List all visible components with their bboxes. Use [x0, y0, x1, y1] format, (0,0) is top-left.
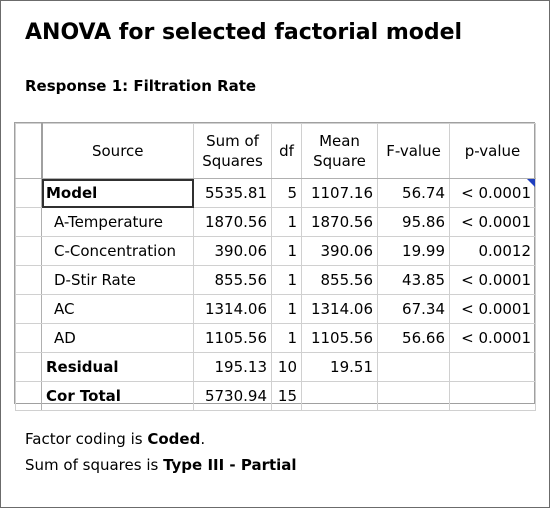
df-cell[interactable]: 15	[271, 381, 302, 411]
f-cell[interactable]: 43.85	[377, 265, 450, 295]
anova-grid: Source Sum of Squares df Mean Square F-val…	[14, 122, 536, 411]
source-cell[interactable]: AC	[41, 294, 194, 324]
source-cell[interactable]: Cor Total	[41, 381, 194, 411]
source-cell[interactable]: D-Stir Rate	[41, 265, 194, 295]
ss-cell[interactable]: 855.56	[193, 265, 272, 295]
df-cell[interactable]: 1	[271, 207, 302, 237]
table-row: C-Concentration 390.06 1 390.06 19.99 0.…	[15, 236, 536, 266]
table-row: D-Stir Rate 855.56 1 855.56 43.85 < 0.00…	[15, 265, 536, 295]
f-cell[interactable]: 56.66	[377, 323, 450, 353]
row-header[interactable]	[15, 178, 42, 208]
ss-type-prefix: Sum of squares is	[25, 456, 164, 474]
ms-cell[interactable]: 1314.06	[301, 294, 378, 324]
p-cell[interactable]: < 0.0001	[449, 207, 536, 237]
f-cell[interactable]: 67.34	[377, 294, 450, 324]
factor-coding-note: Factor coding is Coded.	[25, 430, 205, 448]
row-header[interactable]	[15, 207, 42, 237]
row-header[interactable]	[15, 323, 42, 353]
p-value-text: < 0.0001	[461, 184, 531, 202]
p-cell[interactable]: < 0.0001	[449, 323, 536, 353]
ms-cell[interactable]: 855.56	[301, 265, 378, 295]
anova-table: Source Sum of Squares df Mean Square F-val…	[15, 123, 536, 411]
df-cell[interactable]: 5	[271, 178, 302, 208]
page-title: ANOVA for selected factorial model	[25, 20, 463, 45]
coding-value: Coded	[147, 430, 201, 448]
ss-cell[interactable]: 5730.94	[193, 381, 272, 411]
corner-marker-icon	[527, 179, 535, 187]
row-header-corner[interactable]	[15, 123, 43, 179]
table-row-cor-total: Cor Total 5730.94 15	[15, 381, 536, 411]
row-header[interactable]	[15, 294, 42, 324]
coding-suffix: .	[200, 430, 206, 448]
table-row-model: Model 5535.81 5 1107.16 56.74 < 0.0001	[15, 178, 536, 208]
ms-cell[interactable]: 19.51	[301, 352, 378, 382]
p-cell[interactable]: < 0.0001	[449, 265, 536, 295]
table-row-residual: Residual 195.13 10 19.51	[15, 352, 536, 382]
p-cell[interactable]: < 0.0001	[449, 294, 536, 324]
coding-prefix: Factor coding is	[25, 430, 148, 448]
ms-cell[interactable]: 390.06	[301, 236, 378, 266]
source-cell[interactable]: C-Concentration	[41, 236, 194, 266]
col-header-df[interactable]: df	[271, 123, 302, 179]
table-row: AC 1314.06 1 1314.06 67.34 < 0.0001	[15, 294, 536, 324]
df-cell[interactable]: 1	[271, 236, 302, 266]
source-cell[interactable]: A-Temperature	[41, 207, 194, 237]
source-cell-selected[interactable]: Model	[41, 178, 194, 208]
ms-cell[interactable]: 1105.56	[301, 323, 378, 353]
f-cell[interactable]: 19.99	[377, 236, 450, 266]
col-header-source[interactable]: Source	[41, 123, 194, 179]
sum-of-squares-note: Sum of squares is Type III - Partial	[25, 456, 297, 474]
source-cell[interactable]: Residual	[41, 352, 194, 382]
p-cell[interactable]	[449, 381, 536, 411]
ss-cell[interactable]: 5535.81	[193, 178, 272, 208]
table-row: AD 1105.56 1 1105.56 56.66 < 0.0001	[15, 323, 536, 353]
col-header-mean-square[interactable]: Mean Square	[301, 123, 378, 179]
ms-cell[interactable]: 1107.16	[301, 178, 378, 208]
row-header[interactable]	[15, 352, 42, 382]
p-cell[interactable]: 0.0012	[449, 236, 536, 266]
df-cell[interactable]: 1	[271, 265, 302, 295]
table-row: A-Temperature 1870.56 1 1870.56 95.86 < …	[15, 207, 536, 237]
row-header[interactable]	[15, 236, 42, 266]
f-cell[interactable]	[377, 352, 450, 382]
col-header-sum-of-squares[interactable]: Sum of Squares	[193, 123, 272, 179]
df-cell[interactable]: 10	[271, 352, 302, 382]
ms-header-line2: Square	[313, 152, 366, 170]
ms-header-line1: Mean	[319, 132, 360, 150]
ss-cell[interactable]: 1314.06	[193, 294, 272, 324]
f-cell[interactable]: 56.74	[377, 178, 450, 208]
col-header-p-value[interactable]: p-value	[449, 123, 536, 179]
header-row: Source Sum of Squares df Mean Square F-val…	[15, 123, 536, 179]
df-cell[interactable]: 1	[271, 294, 302, 324]
f-cell[interactable]: 95.86	[377, 207, 450, 237]
ss-header-line2: Squares	[202, 152, 263, 170]
col-header-f-value[interactable]: F-value	[377, 123, 450, 179]
row-header[interactable]	[15, 265, 42, 295]
ss-type-value: Type III - Partial	[163, 456, 297, 474]
p-cell[interactable]	[449, 352, 536, 382]
df-cell[interactable]: 1	[271, 323, 302, 353]
response-subtitle: Response 1: Filtration Rate	[25, 77, 257, 95]
row-header[interactable]	[15, 381, 42, 411]
ss-cell[interactable]: 1870.56	[193, 207, 272, 237]
source-cell[interactable]: AD	[41, 323, 194, 353]
f-cell[interactable]	[377, 381, 450, 411]
ss-cell[interactable]: 195.13	[193, 352, 272, 382]
ss-cell[interactable]: 390.06	[193, 236, 272, 266]
ms-cell[interactable]	[301, 381, 378, 411]
ss-cell[interactable]: 1105.56	[193, 323, 272, 353]
ms-cell[interactable]: 1870.56	[301, 207, 378, 237]
ss-header-line1: Sum of	[206, 132, 259, 150]
p-cell[interactable]: < 0.0001	[449, 178, 536, 208]
